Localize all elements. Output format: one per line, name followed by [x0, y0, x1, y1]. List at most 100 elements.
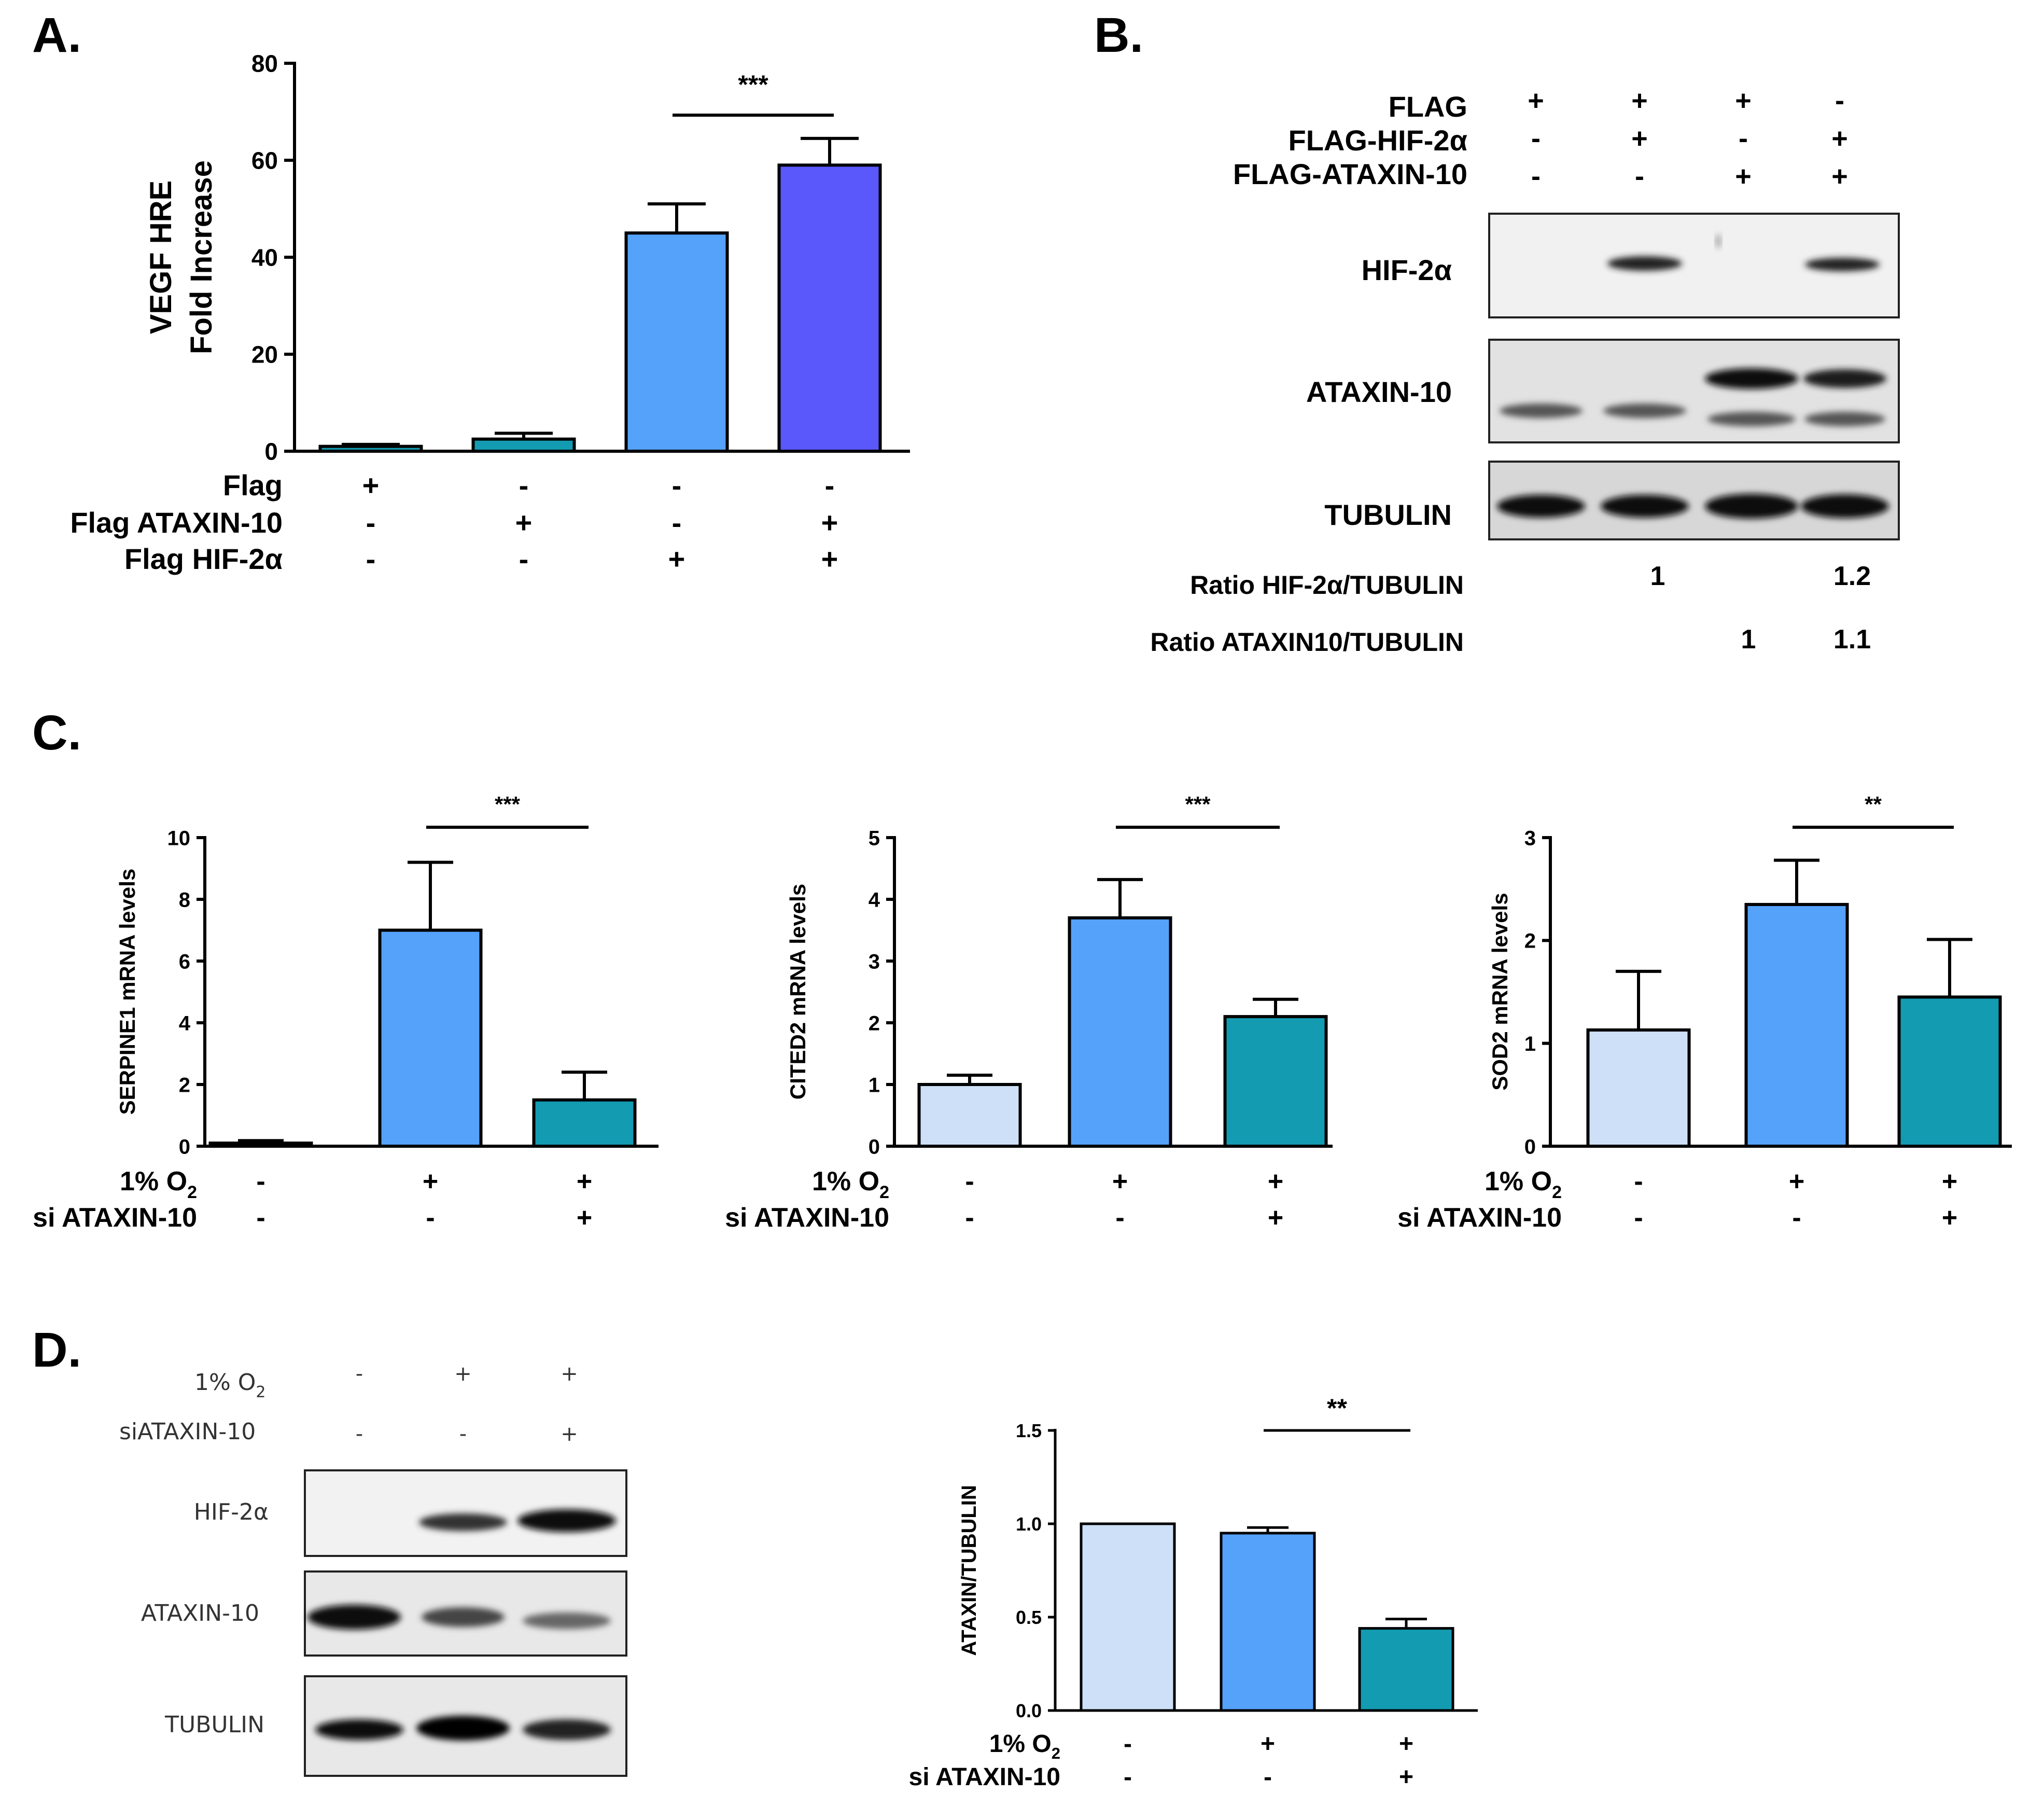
- chart-c1-ylabel: SERPINE1 mRNA levels: [115, 869, 139, 1115]
- chart-d-condition-sign-2-3: +: [1399, 1763, 1413, 1791]
- blot-b-condition-signs: + + + - - + - + - - + +: [1528, 85, 1848, 192]
- panel-label-d: D.: [32, 1323, 81, 1378]
- blot-d-band-label-ataxin: ATAXIN-10: [141, 1600, 259, 1626]
- blot-b-ataxin-lower-lane2: [1603, 404, 1686, 418]
- blot-d-condition-signs: - + + - - +: [356, 1362, 578, 1446]
- chart-c2-condition-sign-1-3: +: [1268, 1166, 1283, 1197]
- chart-c1-bar-3: [532, 1098, 637, 1148]
- blot-b-sign-3-3: +: [1735, 161, 1752, 192]
- chart-a-condition-sign-2-2: +: [515, 506, 533, 539]
- chart-d-condition-label-1: 1% O2: [989, 1730, 1060, 1762]
- blot-b-hif-band-lane4: [1805, 258, 1880, 271]
- chart-c1-condition-sign-1-1: -: [256, 1166, 265, 1197]
- chart-a-condition-sign-2-4: +: [821, 506, 838, 539]
- blot-d-tubulin-band-lane1: [315, 1719, 403, 1740]
- chart-c1-condition-sign-2-2: -: [426, 1203, 435, 1233]
- blot-b-ratio-label-hif: Ratio HIF-2α/TUBULIN: [1190, 571, 1464, 600]
- chart-d-condition-sign-1-1: -: [1124, 1730, 1132, 1758]
- chart-c1-bar-2: [378, 928, 483, 1148]
- chart-c2-condition-sign-1-1: -: [965, 1166, 974, 1197]
- chart-c3-condition-sign-1-2: +: [1789, 1166, 1804, 1197]
- chart-c3-condition-sign-1-1: -: [1634, 1166, 1643, 1197]
- chart-c1-ytick-label-2: 2: [179, 1074, 190, 1096]
- chart-c2-condition-sign-1-2: +: [1112, 1166, 1128, 1197]
- chart-d-bar-3: [1358, 1627, 1454, 1712]
- blot-b-hif-box: [1488, 213, 1900, 318]
- chart-c1-significance-label: ***: [495, 792, 521, 816]
- chart-c-serpine1: 0 2 4 6 8 10 SERPINE1 mRNA levels *** 1% O2 - + + si…: [33, 792, 659, 1233]
- blot-d-row-label-siataxin: siATAXIN-10: [119, 1418, 256, 1445]
- western-blot-b: FLAG FLAG-HIF-2α FLAG-ATAXIN-10 + + + -- + - +…: [1150, 85, 1900, 657]
- blot-b-hif-speck: [1715, 234, 1721, 248]
- blot-b-sign-2-2: +: [1631, 123, 1648, 154]
- chart-c3-ytick-label-4: 3: [1524, 827, 1536, 850]
- chart-c3-condition-sign-2-1: -: [1634, 1203, 1643, 1233]
- chart-c2-condition-label-1: 1% O2: [812, 1166, 889, 1202]
- chart-c2-ylabel: CITED2 mRNA levels: [786, 884, 810, 1100]
- blot-d-hif-band-lane3: [517, 1509, 616, 1532]
- chart-d-ylabel: ATAXIN/TUBULIN: [958, 1485, 981, 1656]
- chart-c2-bar-3: [1223, 1015, 1328, 1148]
- chart-d-ytick-label-4: 1.5: [1016, 1420, 1042, 1441]
- chart-c2-bar-2: [1068, 916, 1172, 1148]
- chart-c2-significance-label: ***: [1185, 792, 1211, 816]
- chart-c3-ylabel: SOD2 mRNA levels: [1488, 893, 1512, 1090]
- blot-d-ataxin-band-lane2: [422, 1607, 505, 1627]
- chart-c3-condition-label-1: 1% O2: [1485, 1166, 1562, 1202]
- chart-d-condition-sign-1-2: +: [1261, 1730, 1275, 1758]
- blot-b-ataxin-upper-lane3: [1705, 368, 1798, 389]
- blot-b-ratio-value-2-4: 1.1: [1833, 624, 1871, 655]
- blot-b-hif-band-lane2: [1607, 256, 1682, 271]
- chart-d-bar-2: [1220, 1532, 1316, 1712]
- chart-c3-condition-sign-2-3: +: [1942, 1203, 1957, 1233]
- chart-a-significance-label: ***: [738, 70, 768, 99]
- chart-d-condition-sign-2-1: -: [1124, 1763, 1132, 1791]
- chart-a-condition-label-2: Flag ATAXIN-10: [70, 506, 283, 539]
- chart-d-bar-1: [1080, 1522, 1176, 1712]
- chart-c2-bar-1: [917, 1083, 1022, 1148]
- blot-b-sign-3-1: -: [1531, 161, 1541, 192]
- chart-d-ytick-label-1: 0.0: [1016, 1700, 1042, 1721]
- chart-a-condition-label-1: Flag: [223, 469, 283, 502]
- panel-label-a: A.: [32, 8, 81, 63]
- blot-d-ataxin-band-lane1: [307, 1605, 401, 1630]
- blot-d-sign-2-2: -: [459, 1422, 467, 1446]
- blot-d-ataxin-band-lane3: [523, 1612, 611, 1629]
- chart-d-condition-sign-1-3: +: [1399, 1730, 1413, 1758]
- chart-c1-ytick-label-3: 4: [179, 1012, 191, 1035]
- blot-b-sign-2-3: -: [1739, 123, 1748, 154]
- blot-b-sign-3-4: +: [1831, 161, 1848, 192]
- blot-b-ratio-label-ataxin: Ratio ATAXIN10/TUBULIN: [1150, 628, 1464, 657]
- blot-b-ataxin-box: [1488, 339, 1900, 443]
- blot-b-sign-1-4: -: [1835, 85, 1844, 116]
- blot-b-tubulin-lane4: [1801, 494, 1889, 518]
- chart-c3-bar-3: [1897, 995, 2002, 1148]
- blot-b-ataxin-upper-lane4: [1803, 369, 1886, 388]
- blot-b-tubulin-lane3: [1705, 494, 1798, 519]
- blot-d-tubulin-band-lane2: [416, 1716, 510, 1741]
- chart-a-condition-sign-2-1: -: [366, 506, 376, 539]
- chart-c1-ytick-label-4: 6: [179, 950, 190, 973]
- chart-c3-condition-sign-1-3: +: [1942, 1166, 1957, 1197]
- chart-c1-ytick-label-1: 0: [179, 1135, 190, 1158]
- chart-a-ytick-label-2: 20: [251, 341, 278, 368]
- chart-a-bar-4: [777, 163, 882, 453]
- blot-b-ataxin-lower-lane4: [1804, 412, 1885, 426]
- chart-a-ytick-label-5: 80: [251, 50, 278, 77]
- chart-a-condition-sign-1-1: +: [362, 469, 380, 502]
- blot-b-row-label-flag: FLAG: [1389, 90, 1467, 123]
- chart-a-condition-label-3: Flag HIF-2α: [124, 543, 283, 575]
- western-blot-d: 1% O2 siATAXIN-10 - + + - - + HIF-2α ATAXIN-1…: [119, 1362, 627, 1777]
- chart-c-sod2: 0 1 2 3 SOD2 mRNA levels ** 1% O2 - + + si ATAXIN-…: [1397, 792, 2012, 1233]
- chart-c1-ytick-label-5: 8: [179, 888, 190, 911]
- chart-c2-condition-sign-2-2: -: [1115, 1203, 1124, 1233]
- chart-c1-ytick-label-6: 10: [167, 827, 191, 850]
- chart-c2-condition-label-2: si ATAXIN-10: [725, 1203, 889, 1233]
- chart-a-condition-sign-1-2: -: [519, 469, 529, 502]
- chart-d-condition-sign-2-2: -: [1264, 1763, 1272, 1791]
- blot-b-row-label-flag-hif: FLAG-HIF-2α: [1289, 124, 1468, 157]
- chart-a-condition-sign-2-3: -: [672, 506, 682, 539]
- blot-b-row-label-flag-ataxin: FLAG-ATAXIN-10: [1233, 158, 1467, 190]
- chart-c3-condition-sign-2-2: -: [1792, 1203, 1801, 1233]
- blot-d-tubulin-band-lane3: [523, 1719, 611, 1740]
